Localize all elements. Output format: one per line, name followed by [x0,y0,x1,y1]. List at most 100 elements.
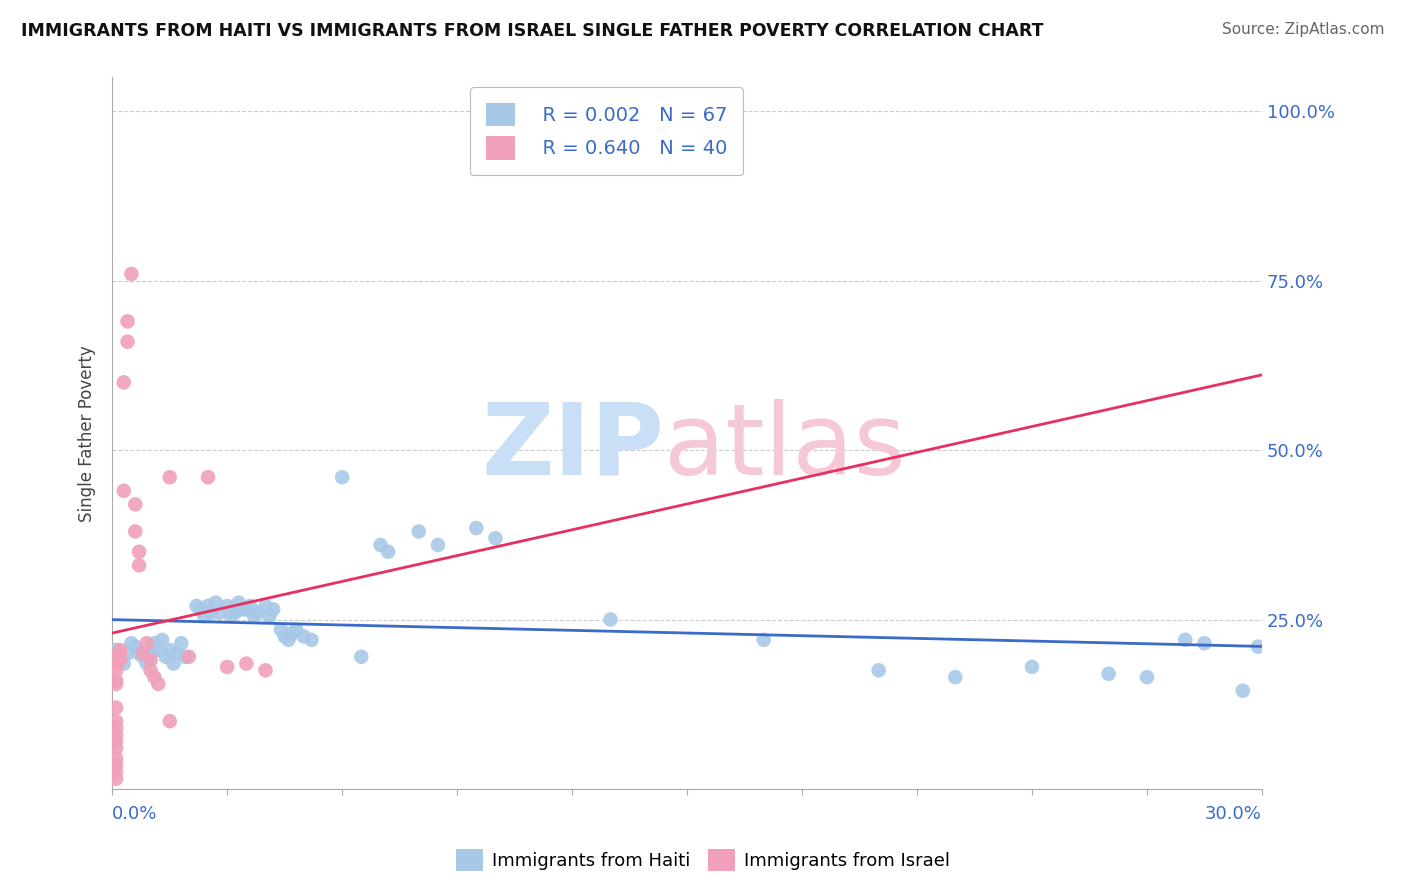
Point [166,647,188,661]
Point [254,664,277,678]
Text: 30.0%: 30.0% [1205,805,1263,823]
Point [105,677,128,691]
Point [108,653,131,667]
Point [301,632,323,647]
Point [281,626,304,640]
Point [117,647,139,661]
Point [128,558,150,573]
Point [197,599,219,613]
Point [204,596,226,610]
Point [105,714,128,728]
Point [108,643,131,657]
Point [105,751,128,765]
Point [232,602,254,616]
Point [243,609,266,624]
Point [190,602,212,616]
Point [135,636,157,650]
Point [132,647,155,661]
Point [262,602,284,616]
Point [246,606,269,620]
Point [105,721,128,735]
Point [105,643,128,657]
Point [150,632,173,647]
Point [105,764,128,779]
Point [105,657,128,671]
Point [235,657,257,671]
Point [124,640,146,654]
Point [155,649,177,664]
Text: atlas: atlas [664,399,905,496]
Point [1247,640,1270,654]
Point [128,647,150,661]
Point [193,609,215,624]
Point [148,677,170,691]
Point [224,606,246,620]
Point [235,602,257,616]
Point [1021,660,1043,674]
Point [254,599,277,613]
Point [217,599,239,613]
Point [599,613,621,627]
Point [273,630,295,644]
Point [128,545,150,559]
Point [1194,636,1216,650]
Point [1174,632,1197,647]
Point [132,649,155,664]
Point [139,653,162,667]
Point [1232,683,1254,698]
Point [219,609,242,624]
Point [105,734,128,748]
Text: 0.0%: 0.0% [112,805,157,823]
Point [105,728,128,742]
Legend:   R = 0.002   N = 67,   R = 0.640   N = 40: R = 0.002 N = 67, R = 0.640 N = 40 [470,87,744,176]
Point [377,545,399,559]
Point [370,538,392,552]
Point [148,643,170,657]
Point [135,657,157,671]
Point [112,483,135,498]
Point [124,524,146,539]
Point [752,632,775,647]
Point [217,660,239,674]
Point [143,670,166,684]
Point [117,334,139,349]
Point [112,376,135,390]
Point [465,521,488,535]
Point [177,649,200,664]
Point [174,649,197,664]
Point [277,632,299,647]
Point [1136,670,1159,684]
Legend: Immigrants from Haiti, Immigrants from Israel: Immigrants from Haiti, Immigrants from I… [449,842,957,879]
Point [108,649,131,664]
Y-axis label: Single Father Poverty: Single Father Poverty [79,345,96,522]
Point [350,649,373,664]
Point [259,609,281,624]
Point [105,649,128,664]
Point [108,647,131,661]
Point [139,647,162,661]
Point [170,636,193,650]
Point [201,606,224,620]
Point [943,670,966,684]
Point [105,741,128,756]
Point [427,538,450,552]
Point [139,664,162,678]
Point [228,596,250,610]
Point [120,267,142,281]
Point [112,657,135,671]
Point [105,673,128,688]
Point [292,630,315,644]
Point [117,314,139,328]
Point [186,599,208,613]
Point [105,772,128,786]
Point [208,606,231,620]
Point [868,664,890,678]
Point [239,599,262,613]
Text: Source: ZipAtlas.com: Source: ZipAtlas.com [1222,22,1385,37]
Point [484,531,506,545]
Point [1097,666,1119,681]
Point [197,470,219,484]
Point [105,758,128,772]
Point [285,623,308,637]
Point [162,657,184,671]
